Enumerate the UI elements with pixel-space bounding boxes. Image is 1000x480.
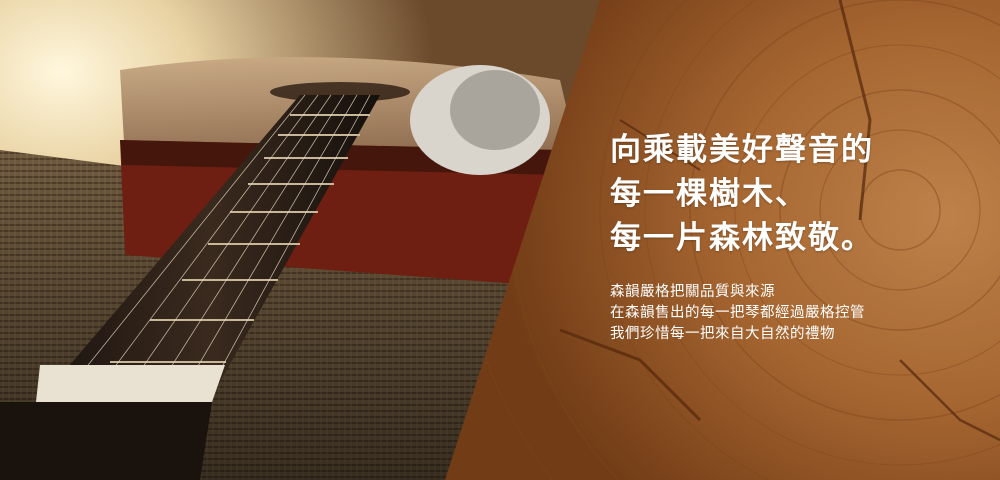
headline: 向乘載美好聲音的 每一棵樹木、 每一片森林致敬。 bbox=[610, 128, 980, 260]
copy-block: 向乘載美好聲音的 每一棵樹木、 每一片森林致敬。 森韻嚴格把關品質與來源 在森韻… bbox=[610, 128, 980, 345]
body-line-2: 在森韻售出的每一把琴都經過嚴格控管 bbox=[610, 305, 865, 321]
headline-line-2: 每一棵樹木、 bbox=[610, 176, 808, 212]
headline-line-3: 每一片森林致敬。 bbox=[610, 220, 874, 256]
headline-line-1: 向乘載美好聲音的 bbox=[610, 132, 874, 168]
body-line-3: 我們珍惜每一把來自大自然的禮物 bbox=[610, 326, 835, 342]
body-line-1: 森韻嚴格把關品質與來源 bbox=[610, 284, 775, 300]
body-text: 森韻嚴格把關品質與來源 在森韻售出的每一把琴都經過嚴格控管 我們珍惜每一把來自大… bbox=[610, 282, 980, 345]
